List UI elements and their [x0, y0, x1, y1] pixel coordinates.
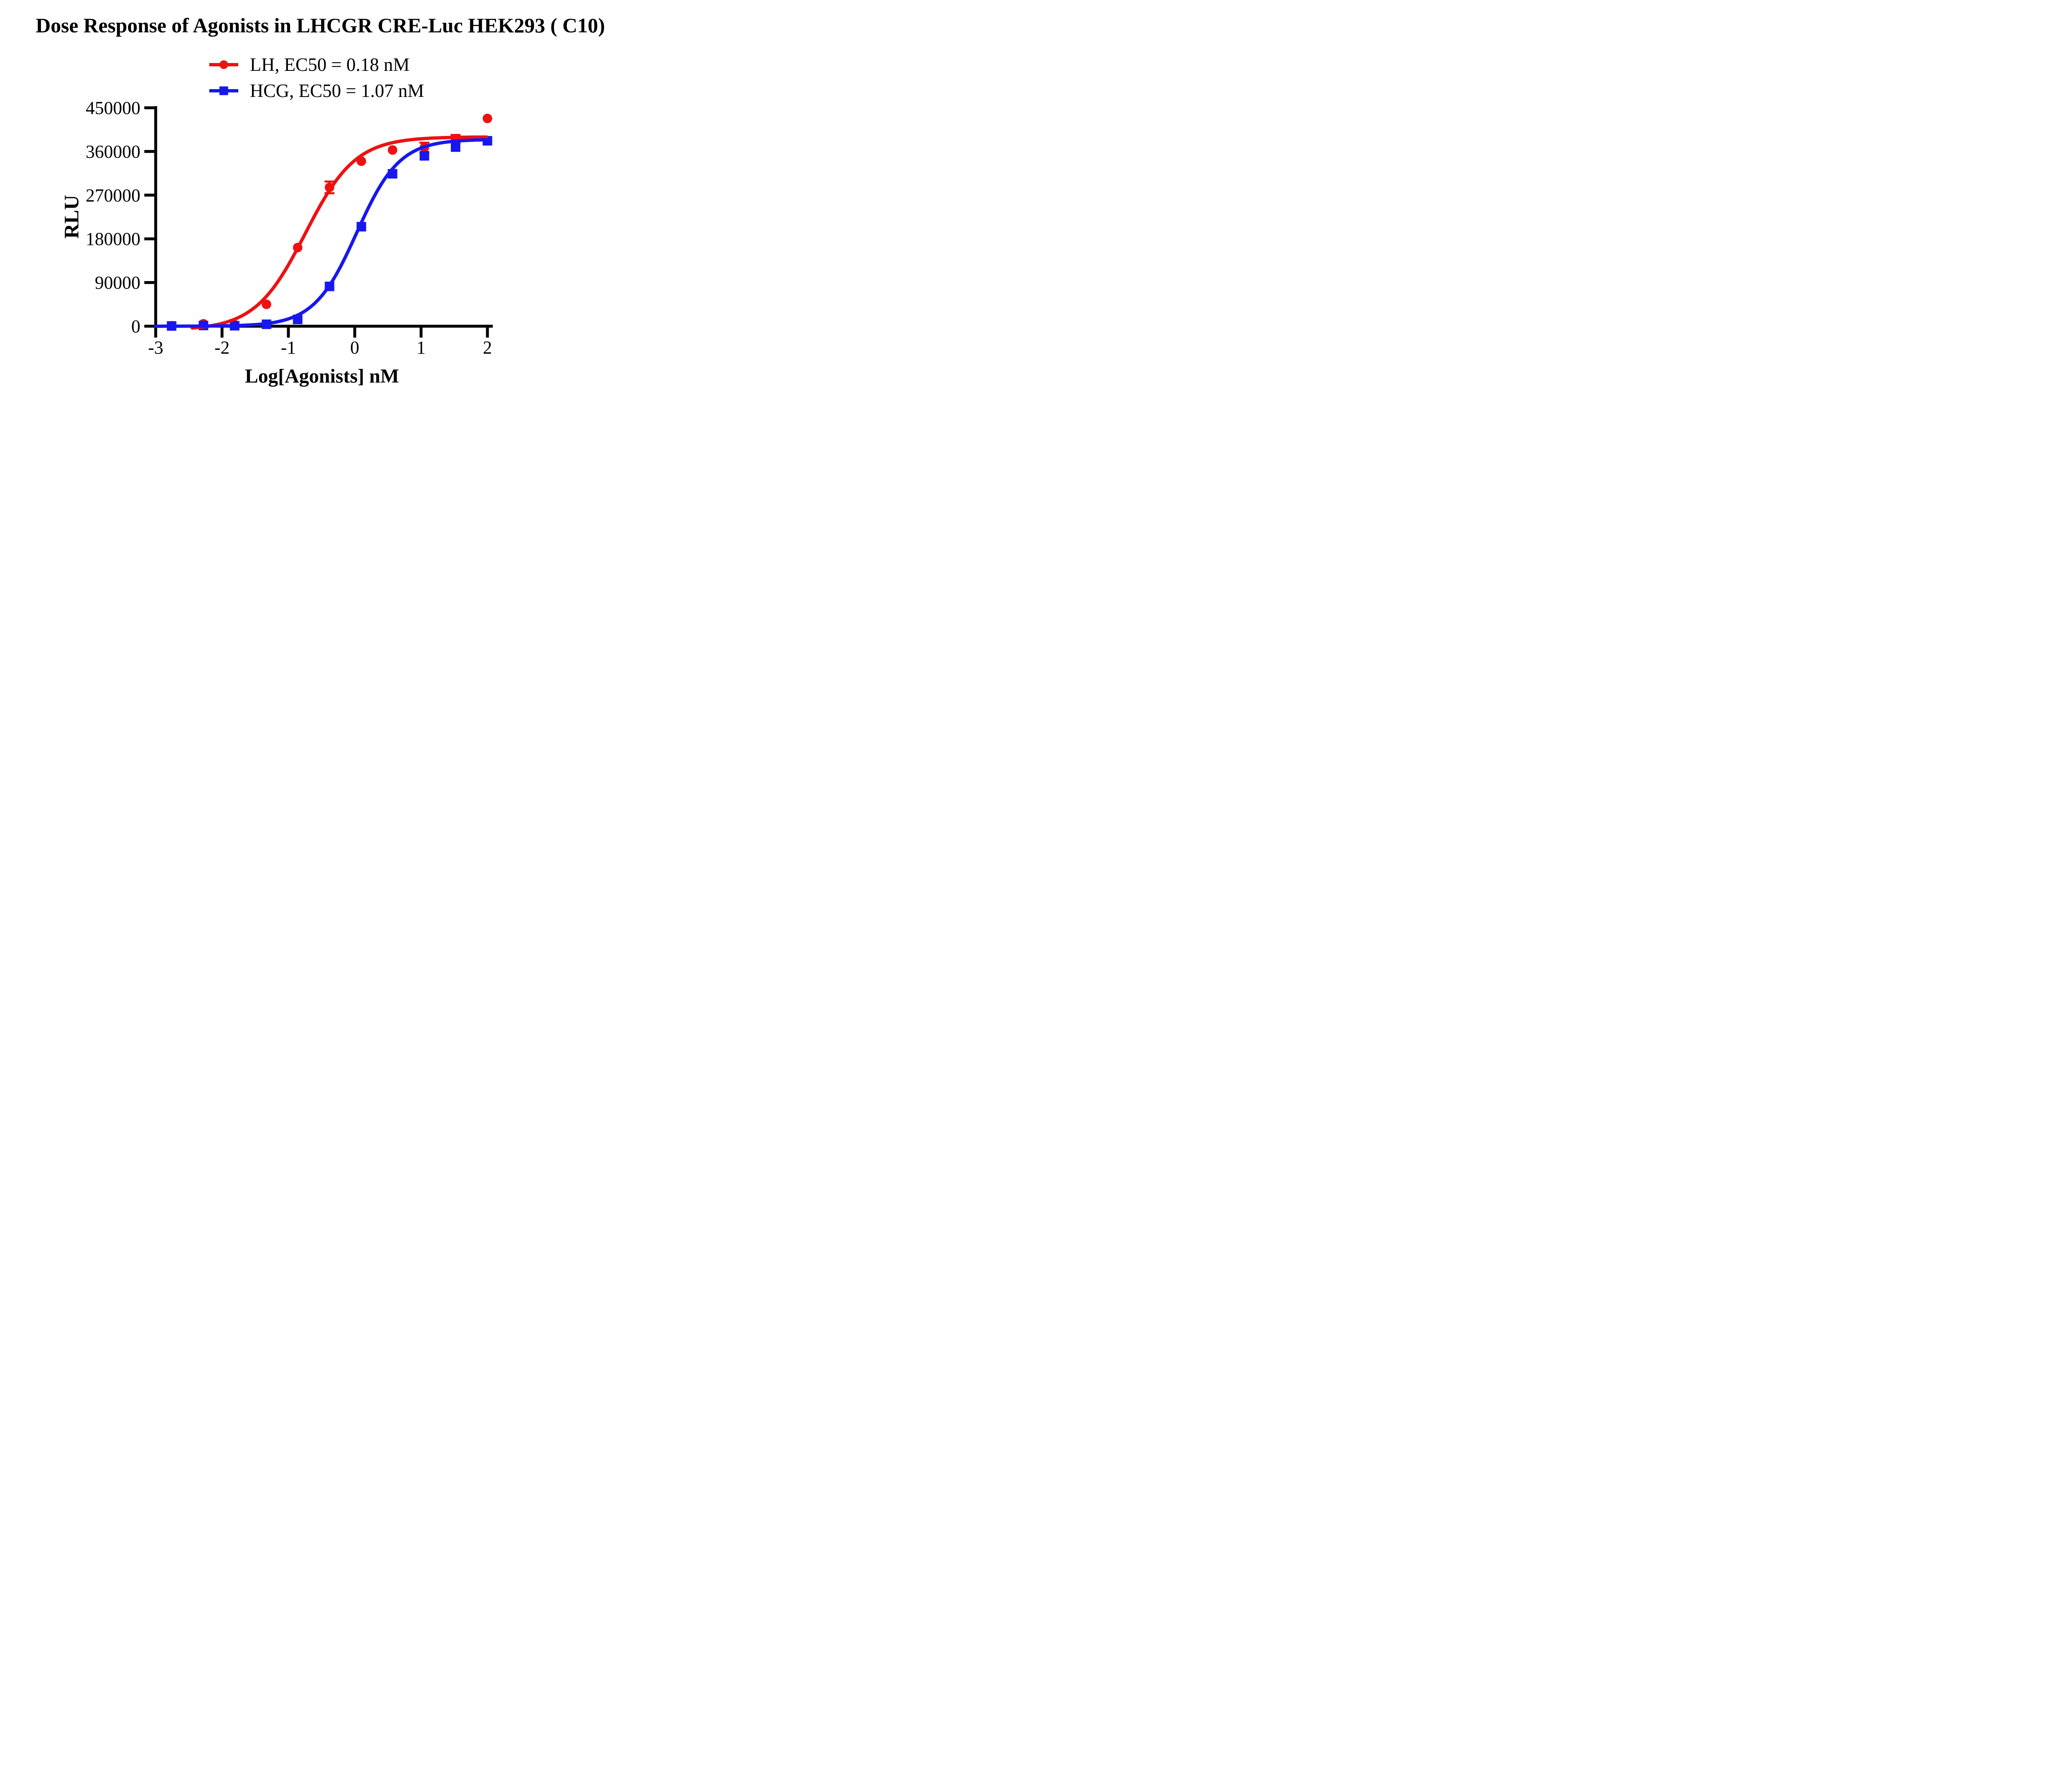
legend-label-hcg: HCG, EC50 = 1.07 nM: [250, 80, 424, 101]
legend: LH, EC50 = 0.18 nM HCG, EC50 = 1.07 nM: [208, 51, 424, 104]
hcg-legend-marker-icon: [209, 86, 238, 95]
dose-response-figure: Dose Response of Agonists in LHCGR CRE-L…: [0, 0, 641, 400]
x-tick-label: 2: [483, 337, 492, 358]
lh-data-point: [261, 299, 271, 309]
x-tick-label: -3: [148, 337, 163, 358]
lh-legend-marker-icon: [209, 60, 238, 69]
x-tick-label: -2: [214, 337, 230, 358]
y-tick-label: 270000: [86, 185, 140, 206]
chart-title: Dose Response of Agonists in LHCGR CRE-L…: [36, 14, 605, 37]
x-tick-label: -1: [281, 337, 296, 358]
y-tick-label: 90000: [95, 273, 140, 293]
y-tick-label: 360000: [86, 141, 140, 162]
legend-item-hcg: HCG, EC50 = 1.07 nM: [208, 78, 424, 104]
lh-fit-curve: [190, 135, 489, 330]
hcg-data-point: [450, 142, 460, 152]
legend-item-lh: LH, EC50 = 0.18 nM: [208, 51, 424, 78]
y-tick-label: 0: [131, 316, 140, 337]
y-tick-label: 450000: [86, 98, 140, 118]
x-tick-label: 1: [416, 337, 426, 358]
y-tick-label: 180000: [86, 229, 140, 249]
hcg-data-point: [419, 151, 429, 161]
y-axis-title: RLU: [60, 195, 83, 239]
x-axis-title: Log[Agonists] nM: [244, 365, 399, 387]
hcg-fit-curve: [154, 138, 489, 328]
lh-data-point: [482, 114, 492, 124]
x-tick-label: 0: [350, 337, 359, 358]
lh-data-point: [387, 145, 397, 155]
plot-area: -3 -2 -1 0 1 2 0 90000 180000 270000 360000 450000: [86, 98, 493, 358]
legend-label-lh: LH, EC50 = 0.18 nM: [250, 54, 410, 75]
